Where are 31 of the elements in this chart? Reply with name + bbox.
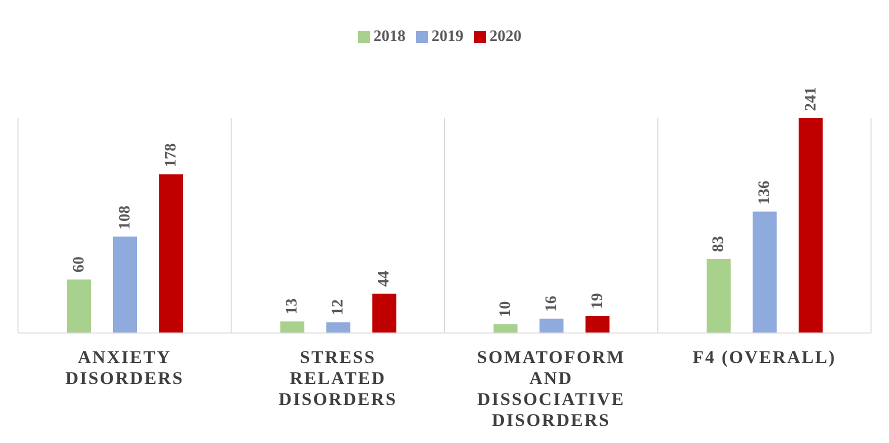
data-label: 19 <box>589 293 606 310</box>
bar <box>798 118 823 333</box>
bar <box>752 212 777 333</box>
data-label: 178 <box>162 143 180 168</box>
bar <box>113 236 137 333</box>
data-label: 16 <box>543 296 560 312</box>
legend-label: 2020 <box>490 28 522 45</box>
x-tick-label: STRESS RELATED DISORDERS <box>278 347 398 409</box>
bar <box>326 322 350 333</box>
data-label: 60 <box>70 256 88 272</box>
x-tick-label: F4 (OVERALL) <box>692 347 836 367</box>
bar <box>159 174 183 333</box>
data-label: 12 <box>330 299 347 316</box>
bar <box>540 318 564 333</box>
data-label: 44 <box>376 270 393 287</box>
x-tick-label: SOMATOFORM AND DISSOCIATIVE DISORDERS <box>476 347 626 430</box>
data-label: 241 <box>802 87 820 111</box>
data-label: 136 <box>756 180 774 205</box>
legend-label: 2019 <box>432 28 464 45</box>
bar <box>67 279 91 333</box>
bar <box>372 294 396 333</box>
data-label: 108 <box>116 206 134 230</box>
legend-label: 2018 <box>374 28 406 45</box>
data-label: 13 <box>284 298 301 314</box>
bar <box>280 321 304 333</box>
data-label: 83 <box>710 236 728 252</box>
bar <box>706 258 731 333</box>
x-tick-label: ANXIETY DISORDERS <box>65 347 184 388</box>
bar <box>494 324 518 333</box>
bar <box>586 316 610 333</box>
data-label: 10 <box>497 301 514 318</box>
